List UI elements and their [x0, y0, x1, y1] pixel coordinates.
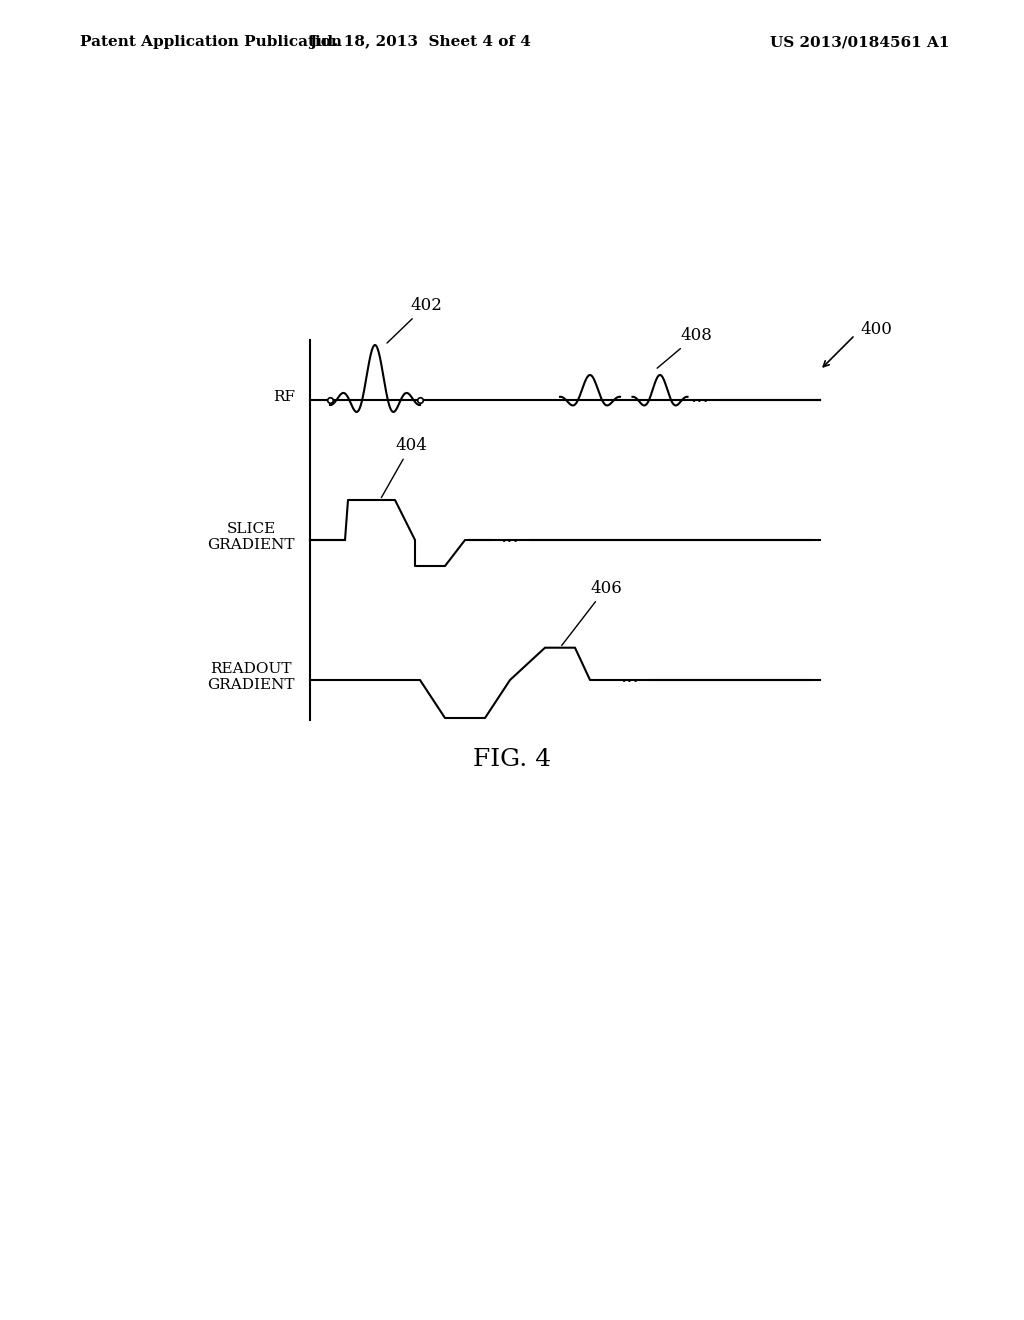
Text: SLICE
GRADIENT: SLICE GRADIENT	[208, 521, 295, 552]
Text: RF: RF	[273, 389, 295, 404]
Text: ...: ...	[501, 528, 519, 546]
Text: ...: ...	[621, 668, 639, 686]
Text: 406: 406	[562, 579, 622, 645]
Text: US 2013/0184561 A1: US 2013/0184561 A1	[770, 36, 950, 49]
Text: 402: 402	[387, 297, 442, 343]
Text: Patent Application Publication: Patent Application Publication	[80, 36, 342, 49]
Text: 400: 400	[860, 322, 892, 338]
Text: FIG. 4: FIG. 4	[473, 748, 551, 771]
Text: 408: 408	[657, 327, 712, 368]
Text: READOUT
GRADIENT: READOUT GRADIENT	[208, 661, 295, 692]
Text: Jul. 18, 2013  Sheet 4 of 4: Jul. 18, 2013 Sheet 4 of 4	[309, 36, 530, 49]
Text: ...: ...	[690, 388, 710, 407]
Text: 404: 404	[381, 437, 427, 498]
